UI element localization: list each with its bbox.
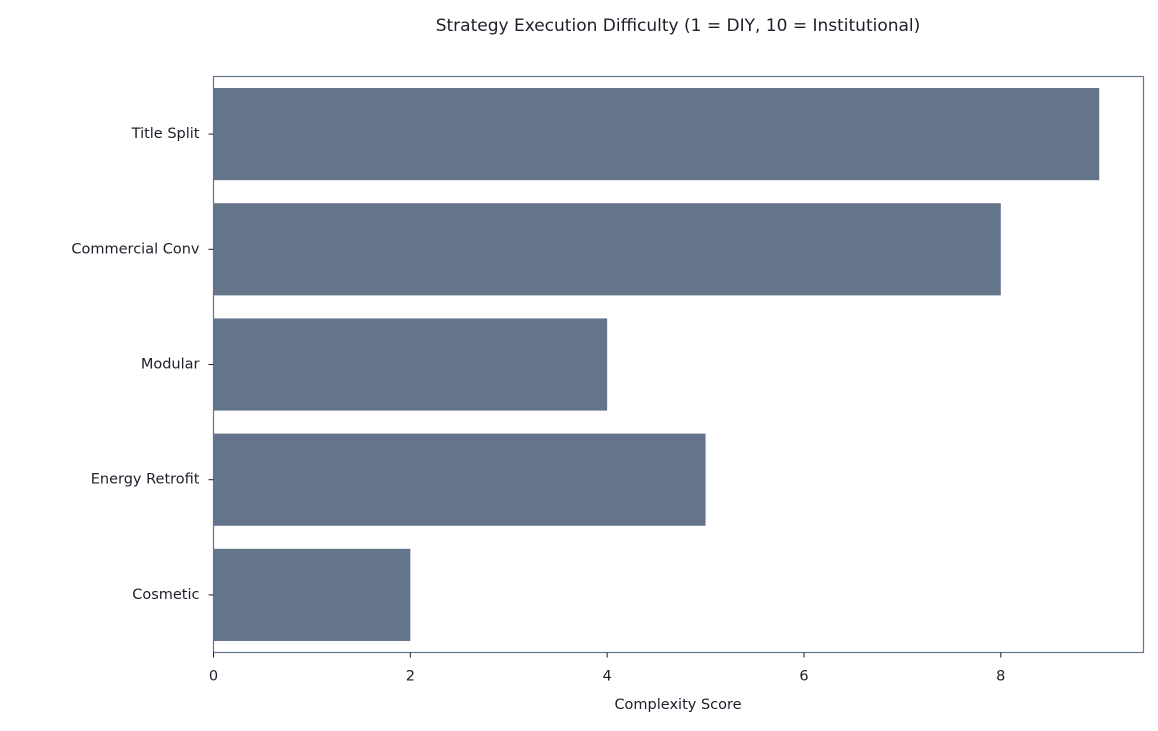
y-tick-label: Energy Retrofit — [91, 472, 200, 488]
chart-title: Strategy Execution Difficulty (1 = DIY, … — [436, 16, 921, 36]
bar — [213, 203, 1001, 296]
x-tick-label: 0 — [209, 669, 218, 685]
bar — [213, 433, 706, 526]
x-axis-label: Complexity Score — [614, 697, 741, 713]
x-tick-label: 6 — [799, 669, 808, 685]
y-tick-label: Title Split — [131, 126, 200, 142]
y-tick-label: Cosmetic — [132, 587, 199, 603]
x-tick-label: 4 — [603, 669, 612, 685]
bar — [213, 548, 411, 641]
bar — [213, 318, 608, 411]
x-tick-label: 2 — [406, 669, 415, 685]
y-tick-label: Modular — [141, 357, 200, 373]
y-tick-label: Commercial Conv — [71, 241, 200, 257]
x-tick-label: 8 — [996, 669, 1005, 685]
bar — [213, 88, 1100, 181]
